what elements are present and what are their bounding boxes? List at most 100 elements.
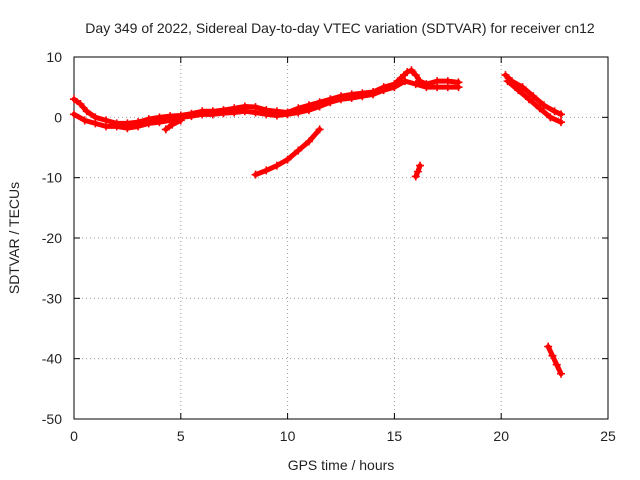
- data-point: [454, 83, 463, 92]
- data-point: [552, 360, 561, 369]
- data-point: [407, 66, 416, 75]
- data-point: [70, 110, 78, 119]
- y-tick-label: -50: [42, 411, 62, 427]
- data-point: [514, 86, 523, 95]
- data-point: [304, 106, 313, 115]
- data-point: [503, 77, 512, 86]
- data-point: [337, 95, 345, 104]
- data-point: [262, 166, 271, 175]
- data-point: [304, 137, 313, 146]
- data-point: [80, 116, 89, 125]
- data-point: [198, 110, 207, 119]
- y-tick-label: 10: [46, 49, 62, 65]
- data-point: [262, 110, 271, 119]
- y-tick-label: -20: [42, 230, 62, 246]
- y-axis-label: SDTVAR / TECUs: [6, 182, 22, 294]
- data-point: [326, 98, 335, 107]
- series-band: [545, 344, 564, 377]
- data-series: [70, 66, 566, 378]
- data-point: [168, 120, 177, 129]
- y-tick-label: -40: [42, 351, 62, 367]
- data-point: [501, 71, 510, 80]
- data-point: [401, 77, 410, 86]
- data-point: [433, 83, 442, 92]
- data-point: [283, 155, 292, 164]
- x-tick-label: 20: [493, 428, 509, 444]
- series-evening-arc: [501, 71, 566, 119]
- data-point: [82, 107, 91, 116]
- data-point: [144, 119, 153, 128]
- data-point: [283, 110, 292, 119]
- data-point: [557, 369, 566, 378]
- data-point: [411, 172, 420, 181]
- data-point: [102, 122, 111, 131]
- data-point: [411, 80, 420, 89]
- chart-title: Day 349 of 2022, Sidereal Day-to-day VTE…: [85, 20, 595, 36]
- data-point: [390, 83, 399, 92]
- data-point: [315, 125, 324, 134]
- data-point: [251, 170, 260, 179]
- data-point: [358, 92, 367, 101]
- data-point: [134, 122, 143, 131]
- data-point: [518, 83, 527, 92]
- series-dip-segment: [161, 116, 185, 134]
- data-point: [187, 112, 196, 121]
- data-point: [112, 122, 121, 131]
- data-point: [347, 94, 356, 103]
- data-point: [70, 95, 78, 104]
- data-point: [161, 125, 170, 134]
- data-point: [548, 351, 557, 360]
- axis-ticks: 0 5 10 15 20 25 -50 -40 -30 -20 -10 0 10: [42, 49, 616, 444]
- data-point: [272, 111, 281, 120]
- data-point: [240, 107, 249, 116]
- data-point: [546, 113, 555, 122]
- data-point: [557, 118, 566, 127]
- y-tick-label: 0: [54, 109, 62, 125]
- data-point: [123, 124, 132, 133]
- data-point: [369, 90, 378, 99]
- data-point: [294, 108, 303, 117]
- data-point: [539, 101, 548, 110]
- series-descending-track: [251, 125, 324, 179]
- series-band: [505, 78, 564, 125]
- data-point: [155, 118, 164, 127]
- data-point: [535, 104, 544, 113]
- data-point: [443, 83, 452, 92]
- data-point: [557, 110, 566, 119]
- data-point: [544, 342, 553, 351]
- data-point: [230, 108, 239, 117]
- series-short-track: [411, 161, 425, 181]
- data-point: [379, 86, 388, 95]
- data-point: [251, 108, 260, 117]
- data-point: [422, 83, 431, 92]
- data-point: [403, 68, 412, 77]
- data-point: [524, 95, 533, 104]
- data-point: [219, 109, 228, 118]
- series-late-track: [544, 342, 566, 378]
- x-tick-label: 10: [280, 428, 296, 444]
- data-point: [294, 146, 303, 155]
- x-tick-label: 5: [177, 428, 185, 444]
- data-point: [176, 116, 185, 125]
- data-point: [315, 102, 324, 111]
- x-tick-label: 25: [600, 428, 616, 444]
- data-point: [272, 161, 281, 170]
- data-point: [411, 71, 420, 80]
- data-point: [550, 107, 559, 116]
- data-point: [529, 92, 538, 101]
- series-evening-arc-lower: [503, 77, 566, 127]
- y-tick-label: -10: [42, 170, 62, 186]
- data-point: [76, 100, 85, 109]
- x-tick-label: 0: [70, 428, 78, 444]
- x-axis-label: GPS time / hours: [288, 457, 395, 473]
- y-tick-label: -30: [42, 290, 62, 306]
- series-band: [253, 126, 323, 178]
- x-tick-label: 15: [387, 428, 403, 444]
- data-point: [166, 116, 175, 125]
- grid-lines: [74, 57, 608, 419]
- data-point: [413, 167, 422, 176]
- data-point: [91, 119, 100, 128]
- data-point: [208, 110, 217, 119]
- data-point: [416, 161, 425, 170]
